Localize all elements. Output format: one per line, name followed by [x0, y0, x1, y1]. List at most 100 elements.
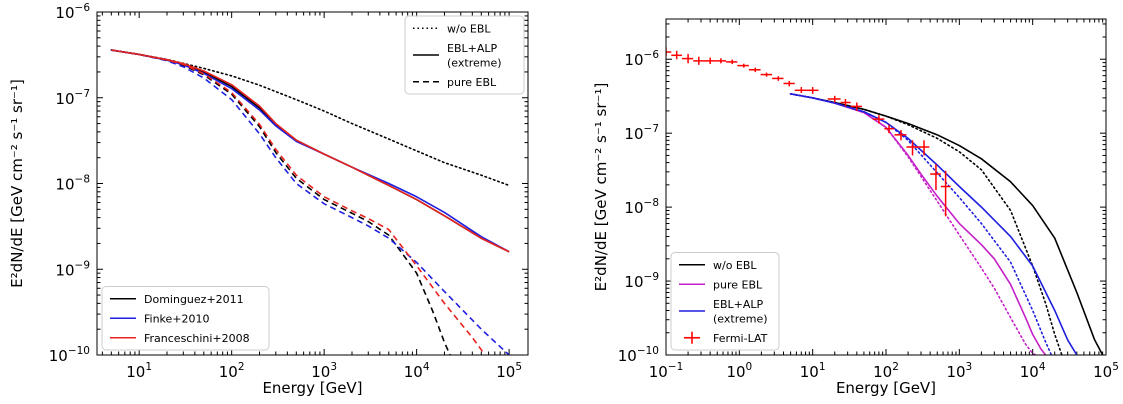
y-tick-exponent: −7 [75, 88, 90, 100]
y-tick-label: 10−6 [624, 49, 659, 69]
x-tick-exponent: 0 [746, 361, 753, 373]
x-tick-label: 104 [1020, 361, 1046, 381]
series-group [666, 47, 1104, 355]
x-tick-label: 100 [726, 361, 752, 381]
x-tick-base: 10 [126, 363, 145, 381]
x-axis-label: Energy [GeV] [836, 379, 936, 397]
series-line-dotted-dotted [789, 93, 1053, 355]
x-tick-base: 10 [946, 363, 965, 381]
x-tick-exponent: 1 [819, 361, 826, 373]
legend-box [101, 286, 270, 351]
x-tick-exponent: 4 [423, 361, 430, 373]
y-tick-base: 10 [55, 4, 74, 22]
y-tick-label: 10−8 [55, 174, 90, 194]
legend-label: Dominguez+2011 [144, 293, 244, 306]
x-tick-label: 105 [496, 361, 522, 381]
y-tick-label: 10−10 [618, 345, 659, 365]
legend-top-right: w/o EBL EBL+ALP (extreme) pure EBL [404, 15, 525, 95]
x-tick-base: 10 [726, 363, 745, 381]
errorbar-series-fermi-lat [666, 47, 951, 217]
y-tick-label: 10−9 [55, 259, 90, 279]
y-tick-base: 10 [624, 199, 643, 217]
legend-label: Finke+2010 [144, 312, 210, 325]
series-line-dotted-dotted [789, 93, 1063, 355]
x-axis-label: Energy [GeV] [262, 379, 362, 397]
y-tick-base: 10 [49, 347, 68, 365]
x-tick-exponent: 3 [966, 361, 973, 373]
x-tick-exponent: 1 [145, 361, 152, 373]
x-tick-label: 105 [1093, 361, 1119, 381]
series-line-pure-ebl-solid [790, 93, 1047, 355]
series-group [110, 49, 510, 355]
y-axis-label: E²dN/dE [GeV cm⁻² s⁻¹ sr⁻¹] [8, 79, 26, 288]
x-tick-label: 101 [126, 361, 152, 381]
y-axis-label: E²dN/dE [GeV cm⁻² s⁻¹ sr⁻¹] [592, 83, 610, 292]
legend-label: EBL+ALP [447, 42, 497, 55]
panel-right: 10−1 100 101 102 103 104 10510−1010−910−810−71… [592, 18, 1119, 397]
legend-label: pure EBL [447, 76, 497, 89]
x-tick-base: 10 [873, 363, 892, 381]
y-tick-exponent: −7 [644, 123, 659, 135]
x-tick-label: 101 [800, 361, 826, 381]
x-tick-base: 10 [1020, 363, 1039, 381]
x-tick-exponent: 2 [892, 361, 899, 373]
x-tick-base: 10 [1093, 363, 1112, 381]
legend-label-line2: (extreme) [713, 313, 768, 326]
legend-lower-left: Dominguez+2011 Finke+2010 Franceschini+200… [101, 286, 270, 351]
legend-label: Franceschini+2008 [144, 332, 250, 345]
y-tick-exponent: −6 [644, 49, 660, 61]
legend-lower-left: w/o EBL pure EBL EBL+ALP (extreme) Fermi-LAT [670, 252, 780, 351]
y-tick-label: 10−7 [55, 88, 90, 108]
x-tick-base: 10 [496, 363, 515, 381]
legend-label: pure EBL [713, 278, 763, 291]
x-tick-base: 10 [800, 363, 819, 381]
x-tick-base: 10 [404, 363, 423, 381]
y-tick-label: 10−10 [49, 345, 90, 365]
x-tick-label: 103 [946, 361, 972, 381]
axes-frame [665, 18, 1107, 356]
series-line-w-o-ebl-solid [790, 93, 1104, 355]
y-tick-exponent: −9 [644, 271, 659, 283]
x-tick-base: 10 [649, 363, 668, 381]
x-tick-exponent: 4 [1039, 361, 1046, 373]
x-tick-label: 103 [311, 361, 337, 381]
axes-frame [96, 11, 529, 356]
x-tick-exponent: 3 [330, 361, 337, 373]
panel-left: 101 102 103 104 10510−1010−910−810−710−6Ener… [8, 2, 529, 397]
x-tick-exponent: 5 [1112, 361, 1119, 373]
y-tick-base: 10 [55, 261, 74, 279]
x-tick-exponent: 5 [515, 361, 522, 373]
y-tick-exponent: −8 [75, 174, 90, 186]
y-tick-exponent: −10 [637, 345, 659, 357]
y-tick-exponent: −9 [75, 259, 90, 271]
legend-label: w/o EBL [713, 259, 757, 272]
y-tick-base: 10 [55, 176, 74, 194]
y-tick-exponent: −8 [644, 197, 659, 209]
y-tick-base: 10 [624, 125, 643, 143]
y-tick-base: 10 [624, 51, 643, 69]
legend-box [404, 15, 525, 95]
legend-label: EBL+ALP [713, 298, 763, 311]
series-line-franceschini-2008-dashed [111, 49, 486, 355]
legend-label: w/o EBL [447, 22, 491, 35]
y-tick-base: 10 [624, 273, 643, 291]
y-tick-label: 10−9 [624, 271, 659, 291]
x-tick-label: 10−1 [649, 361, 684, 381]
y-tick-exponent: −10 [68, 345, 90, 357]
x-tick-exponent: −1 [668, 361, 683, 373]
x-tick-label: 102 [219, 361, 245, 381]
y-tick-label: 10−6 [55, 2, 90, 22]
y-tick-label: 10−8 [624, 197, 659, 217]
x-tick-label: 102 [873, 361, 899, 381]
x-tick-exponent: 2 [238, 361, 245, 373]
legend-label-line2: (extreme) [447, 57, 502, 70]
y-tick-label: 10−7 [624, 123, 659, 143]
ticks-left [97, 11, 528, 356]
y-tick-exponent: −6 [75, 2, 91, 14]
y-tick-base: 10 [618, 347, 637, 365]
legend-box [670, 252, 780, 351]
legend-label: Fermi-LAT [713, 332, 768, 345]
x-tick-base: 10 [219, 363, 238, 381]
x-tick-label: 104 [404, 361, 430, 381]
